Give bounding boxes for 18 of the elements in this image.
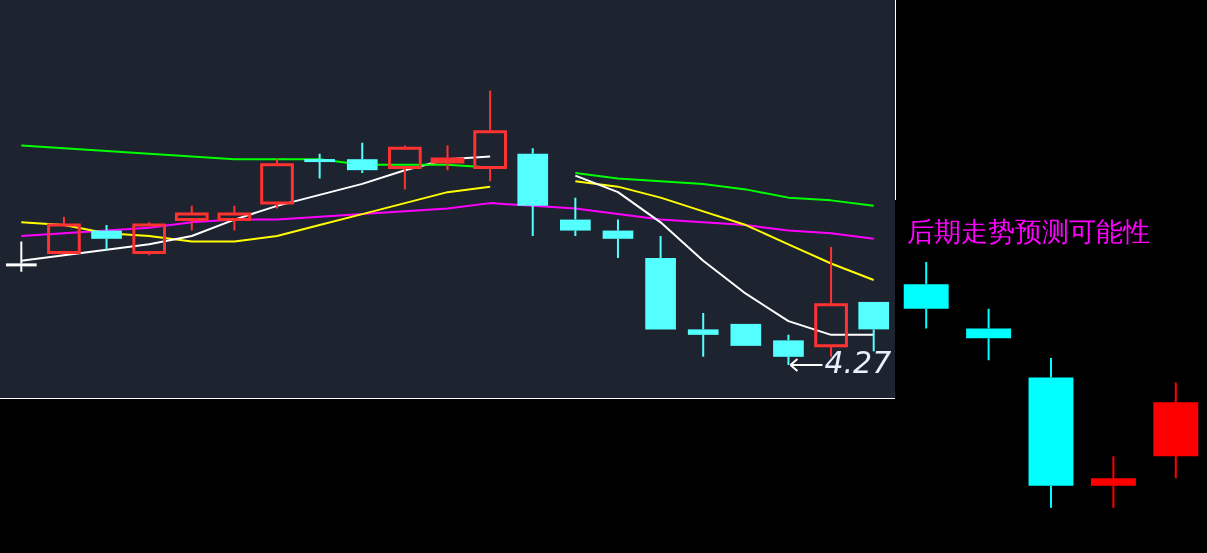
candlestick — [560, 196, 591, 238]
candlestick — [1028, 356, 1074, 509]
candlestick — [1090, 455, 1136, 509]
chart-title: 后期走势预测可能性 — [906, 215, 1151, 249]
candlestick — [645, 235, 676, 330]
candlestick — [687, 311, 719, 358]
annotation: 4.27 — [824, 344, 892, 380]
candlestick — [91, 224, 122, 251]
candlestick — [346, 141, 378, 174]
candlestick — [966, 307, 1012, 362]
candlestick — [903, 262, 949, 330]
candlestick — [1153, 381, 1199, 480]
candlestick — [304, 152, 335, 180]
candlestick — [773, 333, 804, 367]
candlestick — [517, 147, 549, 238]
candlestick — [388, 144, 422, 191]
candlestick — [473, 89, 507, 183]
candlestick — [602, 218, 634, 260]
